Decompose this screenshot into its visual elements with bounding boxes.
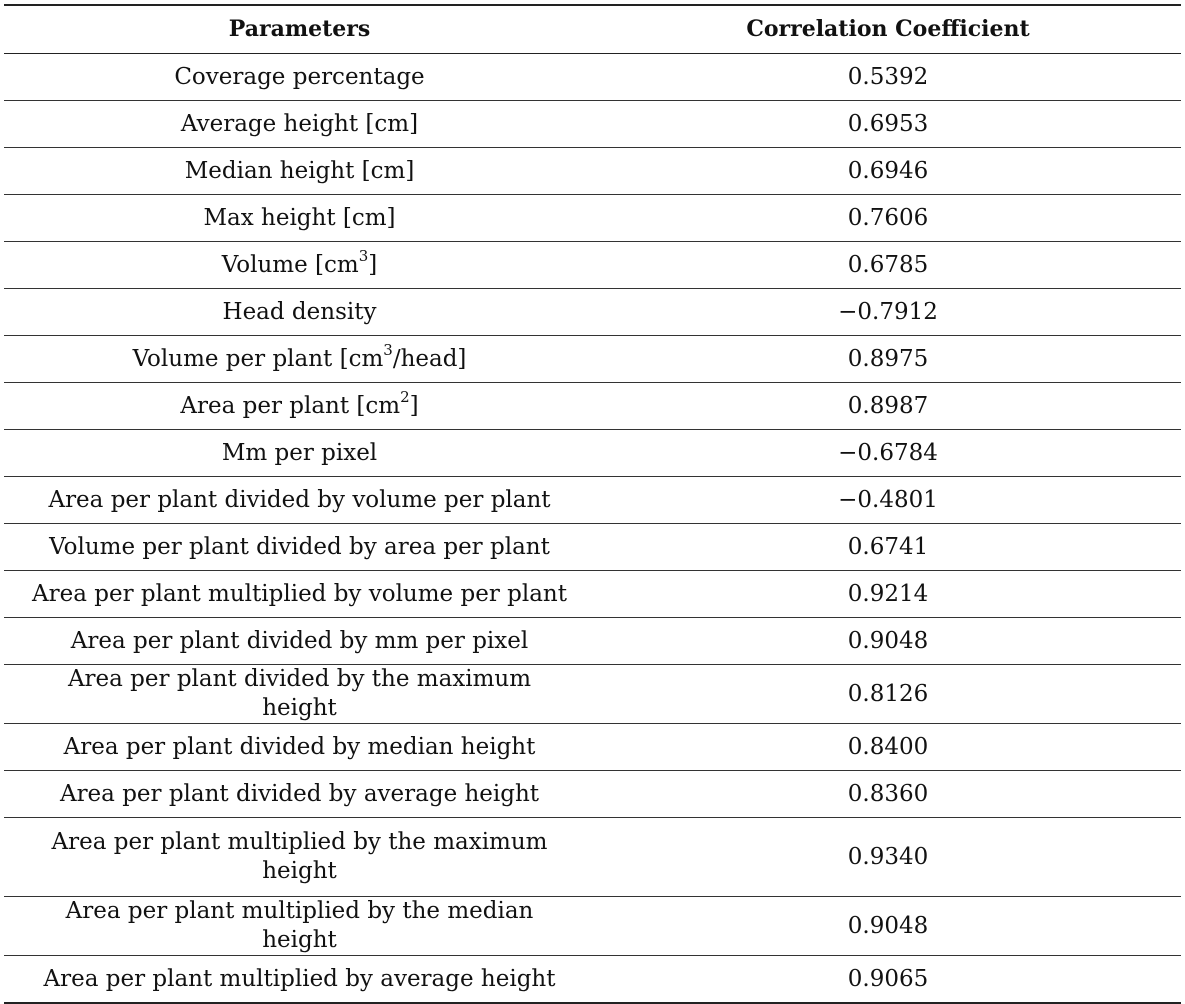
table-row: Median height [cm] 0.6946 [4, 148, 1181, 195]
coef-cell: 0.9048 [847, 912, 929, 939]
table-row: Head density −0.7912 [4, 289, 1181, 336]
coef-cell: 0.8360 [847, 780, 929, 807]
table-row: Area per plant divided by the maximum he… [4, 665, 1181, 724]
table-row: Mm per pixel −0.6784 [4, 430, 1181, 477]
param-label: Area per plant multiplied by volume per … [32, 580, 567, 607]
table-row: Average height [cm] 0.6953 [4, 101, 1181, 148]
param-text-post: ] [409, 392, 419, 419]
param-cell: Area per plant divided by median height [4, 724, 595, 771]
param-cell: Coverage percentage [4, 54, 595, 101]
header-correlation-coefficient: Correlation Coefficient [746, 16, 1030, 42]
table-row: Coverage percentage 0.5392 [4, 54, 1181, 101]
param-label: Area per plant divided by median height [63, 733, 536, 760]
table-row: Area per plant multiplied by the maximum… [4, 818, 1181, 897]
table-row: Volume per plant [cm3/head] 0.8975 [4, 336, 1181, 383]
coef-cell: 0.9048 [847, 627, 929, 654]
coef-cell: 0.8987 [847, 392, 929, 419]
param-text-post: ] [368, 251, 378, 278]
param-label: Area per plant divided by average height [59, 780, 540, 807]
param-superscript: 3 [383, 340, 393, 359]
table-row: Area per plant multiplied by volume per … [4, 571, 1181, 618]
table-header-row: Parameters Correlation Coefficient [4, 5, 1181, 54]
param-cell: Area per plant multiplied by the median … [4, 897, 595, 956]
param-cell: Volume per plant [cm3/head] [4, 336, 595, 383]
table-row: Volume [cm3] 0.6785 [4, 242, 1181, 289]
param-label: Area per plant multiplied by average hei… [43, 965, 556, 992]
param-label: Area per plant [cm2] [180, 389, 419, 421]
coef-cell: 0.9214 [847, 580, 929, 607]
param-cell: Head density [4, 289, 595, 336]
coef-cell: 0.6741 [847, 533, 929, 560]
coef-cell: 0.8400 [847, 733, 929, 760]
param-cell: Volume [cm3] [4, 242, 595, 289]
param-cell: Volume per plant divided by area per pla… [4, 524, 595, 571]
coef-cell: −0.6784 [838, 439, 938, 466]
coef-cell: 0.8126 [847, 680, 929, 707]
coef-cell: 0.5392 [847, 63, 929, 90]
coef-cell: 0.6946 [847, 157, 929, 184]
coef-cell: −0.4801 [838, 486, 938, 513]
param-cell: Area per plant divided by volume per pla… [4, 477, 595, 524]
param-text-post: /head] [392, 345, 467, 372]
correlation-table: Parameters Correlation Coefficient Cover… [4, 4, 1181, 1004]
param-label: Median height [cm] [184, 157, 415, 184]
coef-cell: 0.7606 [847, 204, 929, 231]
table-row: Area per plant divided by average height… [4, 771, 1181, 818]
param-label: Average height [cm] [180, 110, 419, 137]
table-row: Area per plant multiplied by the median … [4, 897, 1181, 956]
table-row: Volume per plant divided by area per pla… [4, 524, 1181, 571]
param-cell: Area per plant [cm2] [4, 383, 595, 430]
param-text-pre: Volume per plant [cm [132, 345, 384, 372]
correlation-table-container: Parameters Correlation Coefficient Cover… [4, 4, 1181, 1004]
coef-cell: 0.6953 [847, 110, 929, 137]
param-text-pre: Volume [cm [221, 251, 359, 278]
table-row: Area per plant [cm2] 0.8987 [4, 383, 1181, 430]
param-label: Volume per plant divided by area per pla… [49, 533, 550, 560]
param-label: Volume [cm3] [221, 248, 378, 280]
param-cell: Area per plant divided by average height [4, 771, 595, 818]
param-cell: Max height [cm] [4, 195, 595, 242]
param-label: Area per plant divided by mm per pixel [70, 627, 529, 654]
coef-cell: 0.8975 [847, 345, 929, 372]
coef-cell: −0.7912 [838, 298, 938, 325]
table-row: Area per plant divided by median height … [4, 724, 1181, 771]
param-label: Area per plant multiplied by the maximum… [51, 829, 548, 884]
param-cell: Mm per pixel [4, 430, 595, 477]
table-row: Area per plant divided by mm per pixel 0… [4, 618, 1181, 665]
param-label: Area per plant divided by the maximum he… [67, 666, 532, 721]
param-cell: Area per plant multiplied by average hei… [4, 956, 595, 1004]
param-label: Coverage percentage [174, 63, 425, 90]
coef-cell: 0.9065 [847, 965, 929, 992]
table-row: Area per plant divided by volume per pla… [4, 477, 1181, 524]
header-parameters: Parameters [228, 16, 371, 42]
param-cell: Area per plant multiplied by volume per … [4, 571, 595, 618]
coef-cell: 0.6785 [847, 251, 929, 278]
param-label: Head density [222, 298, 377, 325]
param-cell: Area per plant divided by the maximum he… [4, 665, 595, 724]
param-superscript: 2 [400, 387, 410, 406]
param-label: Mm per pixel [221, 439, 378, 466]
coef-cell: 0.9340 [847, 843, 929, 870]
param-label: Area per plant divided by volume per pla… [48, 486, 551, 513]
param-cell: Average height [cm] [4, 101, 595, 148]
table-row: Area per plant multiplied by average hei… [4, 956, 1181, 1004]
param-text-pre: Area per plant [cm [180, 392, 401, 419]
param-label: Area per plant multiplied by the median … [65, 898, 534, 953]
param-label: Volume per plant [cm3/head] [132, 342, 467, 374]
param-cell: Area per plant divided by mm per pixel [4, 618, 595, 665]
param-label: Max height [cm] [203, 204, 396, 231]
param-cell: Area per plant multiplied by the maximum… [4, 818, 595, 897]
param-superscript: 3 [358, 246, 369, 265]
param-cell: Median height [cm] [4, 148, 595, 195]
table-row: Max height [cm] 0.7606 [4, 195, 1181, 242]
